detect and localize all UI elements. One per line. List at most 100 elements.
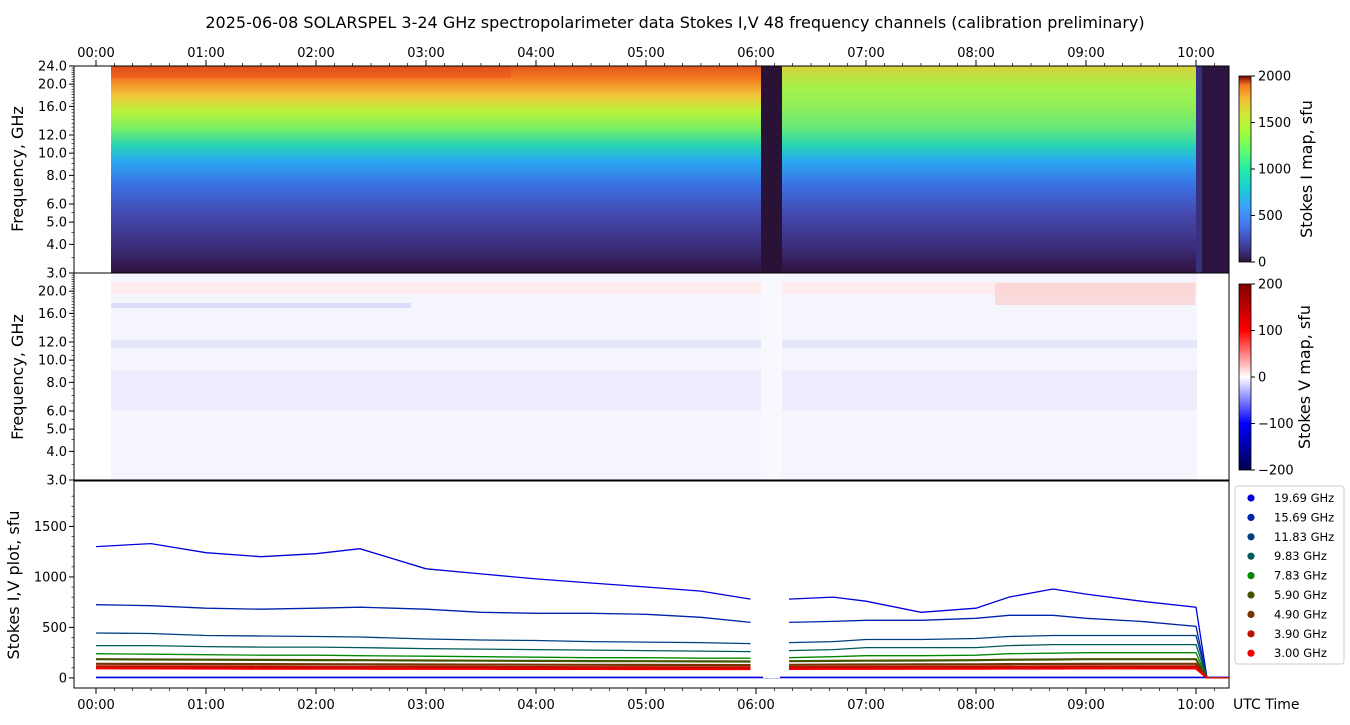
series-line-11-83-GHz <box>788 634 1208 679</box>
series-line-19-69-GHz <box>95 542 751 600</box>
stokes-i-hot-band <box>111 66 511 78</box>
stokes-i-heatmap-part2 <box>782 66 1196 273</box>
stokes-iv-data-gap <box>763 600 780 678</box>
legend-label: 5.90 GHz <box>1274 588 1327 602</box>
frequency-tick-label: 3.0 <box>46 474 67 489</box>
top-time-tick-label: 04:00 <box>517 46 554 61</box>
legend-label: 4.90 GHz <box>1274 607 1327 621</box>
bottom-time-tick-label: 02:00 <box>297 698 334 713</box>
frequency-tick-label: 16.0 <box>38 307 67 322</box>
stokes-iv-y-ticks: 0 500 1000 1500 <box>34 495 74 686</box>
stokes-v-panel: 3.0 4.0 5.0 6.0 8.0 10.0 12.0 16.0 20.0 Frequenc… <box>8 272 1314 489</box>
stokes-iv-plot-frame <box>73 480 1230 689</box>
frequency-tick-label: 4.0 <box>46 238 67 253</box>
frequency-tick-label: 8.0 <box>46 169 67 184</box>
stokes-iv-plot-panel: 0 500 1000 1500 00:00 01:00 02:00 03:00 04:00 05… <box>4 480 1345 713</box>
stokes-v-colorbar <box>1238 283 1252 471</box>
top-time-tick-label: 02:00 <box>297 46 334 61</box>
legend-marker <box>1247 630 1255 638</box>
series-line-3-90-GHz <box>788 665 1208 679</box>
series-line-9-83-GHz <box>788 643 1208 679</box>
stokes-v-colorbar-ticks: 200 100 0 −100 −200 <box>1251 278 1294 479</box>
top-time-tick-label: 00:00 <box>77 46 114 61</box>
stokes-v-colorbar-label: Stokes V map, sfu <box>1295 305 1314 449</box>
legend-label: 3.90 GHz <box>1274 627 1327 641</box>
bottom-time-tick-label: 04:00 <box>517 698 554 713</box>
colorbar-tick-label: 1000 <box>1258 163 1291 178</box>
frequency-tick-label: 16.0 <box>38 100 67 115</box>
frequency-tick-label: 8.0 <box>46 376 67 391</box>
legend-marker <box>1247 494 1255 502</box>
top-time-ticks: 00:00 01:00 02:00 03:00 04:00 05:00 06:00 07:00… <box>77 46 1215 66</box>
frequency-tick-label: 24.0 <box>38 60 67 75</box>
frequency-tick-label: 6.0 <box>46 405 67 420</box>
stokes-i-y-ticks: 3.0 4.0 5.0 6.0 8.0 10.0 12.0 16.0 20.0 24.0 <box>38 60 74 282</box>
series-line-4-90-GHz <box>95 662 751 667</box>
frequency-tick-label: 4.0 <box>46 445 67 460</box>
legend-marker <box>1247 533 1255 541</box>
colorbar-tick-label: −100 <box>1258 417 1294 432</box>
legend-label: 19.69 GHz <box>1274 491 1334 505</box>
legend-label: 9.83 GHz <box>1274 549 1327 563</box>
series-line-5-90-GHz <box>788 658 1208 679</box>
stokes-v-blue-band-3 <box>111 370 1197 410</box>
bottom-time-tick-label: 09:00 <box>1067 698 1104 713</box>
figure-title: 2025-06-08 SOLARSPEL 3-24 GHz spectropol… <box>205 13 1144 32</box>
legend-marker <box>1247 572 1255 580</box>
bottom-time-tick-label: 01:00 <box>187 698 224 713</box>
series-line-5-90-GHz <box>95 658 751 663</box>
series-line-7-83-GHz <box>788 652 1208 679</box>
colorbar-tick-label: −200 <box>1258 464 1294 479</box>
series-line-3-90-GHz <box>95 665 751 669</box>
stokes-v-red-patch <box>995 283 1195 305</box>
stokes-i-data-gap <box>761 66 782 273</box>
colorbar-tick-label: 0 <box>1258 256 1266 271</box>
colorbar-tick-label: 200 <box>1258 278 1283 293</box>
stokes-iv-series-lines <box>95 542 1229 679</box>
utc-time-label: UTC Time <box>1233 697 1299 713</box>
series-line-11-83-GHz <box>95 632 751 645</box>
frequency-tick-label: 10.0 <box>38 147 67 162</box>
series-line-4-90-GHz <box>788 662 1208 679</box>
series-line-3-00-GHz <box>95 667 751 671</box>
legend-label: 3.00 GHz <box>1274 646 1327 660</box>
frequency-tick-label: 12.0 <box>38 129 67 144</box>
bottom-time-tick-label: 06:00 <box>737 698 774 713</box>
top-time-tick-label: 08:00 <box>957 46 994 61</box>
legend-label: 15.69 GHz <box>1274 510 1334 524</box>
top-time-tick-label: 03:00 <box>407 46 444 61</box>
frequency-tick-label: 10.0 <box>38 354 67 369</box>
legend-marker <box>1247 649 1255 657</box>
stokes-i-end-edge <box>1196 66 1202 273</box>
legend-marker <box>1247 552 1255 560</box>
legend-label: 11.83 GHz <box>1274 530 1334 544</box>
stokes-v-red-top-band <box>111 282 1197 294</box>
top-time-tick-label: 01:00 <box>187 46 224 61</box>
legend-marker <box>1247 513 1255 522</box>
series-line-19-69-GHz <box>788 588 1208 678</box>
bottom-time-tick-label: 05:00 <box>627 698 664 713</box>
frequency-tick-label: 12.0 <box>38 336 67 351</box>
plot-y-tick-label: 500 <box>42 621 67 636</box>
stokes-v-blue-band-1 <box>111 303 411 308</box>
top-time-tick-label: 05:00 <box>627 46 664 61</box>
stokes-i-heatmap-part1 <box>111 66 761 273</box>
bottom-time-ticks: 00:00 01:00 02:00 03:00 04:00 05:00 06:00 07:00… <box>77 688 1215 713</box>
bottom-time-tick-label: 00:00 <box>77 698 114 713</box>
stokes-i-colorbar-label: Stokes I map, sfu <box>1297 100 1316 238</box>
stokes-iv-ylabel: Stokes I,V plot, sfu <box>4 511 23 660</box>
colorbar-tick-label: 100 <box>1258 324 1283 339</box>
stokes-v-blue-band-2 <box>111 340 1197 348</box>
bottom-time-tick-label: 08:00 <box>957 698 994 713</box>
colorbar-tick-label: 0 <box>1258 371 1266 386</box>
legend-items: 19.69 GHz 15.69 GHz 11.83 GHz 9.83 GHz 7.83 … <box>1247 491 1334 660</box>
stokes-v-data-gap <box>761 273 782 480</box>
stokes-i-panel: 3.0 4.0 5.0 6.0 8.0 10.0 12.0 16.0 20.0 24.0 00:0… <box>8 46 1316 282</box>
series-line-9-83-GHz <box>96 644 751 653</box>
stokes-v-ylabel: Frequency, GHz <box>8 314 27 440</box>
top-time-tick-label: 07:00 <box>847 46 884 61</box>
frequency-tick-label: 20.0 <box>38 78 67 93</box>
plot-y-tick-label: 1500 <box>34 520 67 535</box>
frequency-tick-label: 20.0 <box>38 285 67 300</box>
